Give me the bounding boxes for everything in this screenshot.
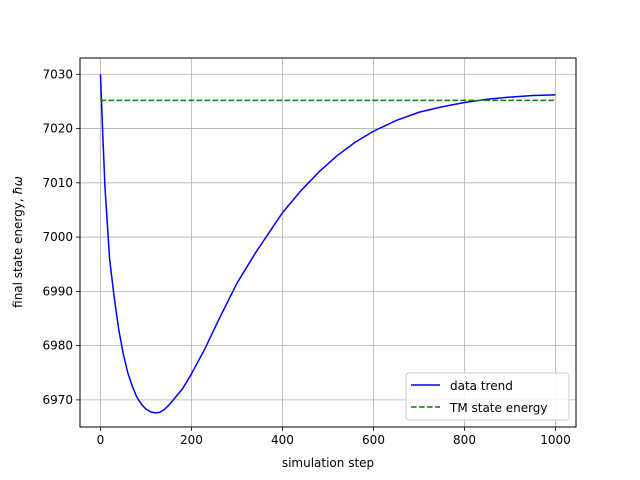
legend-box (405, 372, 570, 421)
x-tick-label: 1000 (540, 433, 571, 447)
y-axis-label: final state energy, ħω (11, 176, 25, 308)
x-tick-label: 400 (271, 433, 294, 447)
y-tick-label: 7030 (42, 67, 73, 81)
y-tick-label: 6990 (42, 284, 73, 298)
ticks: 0 200 400 600 800 1000 6970 6980 6990 7000 7010 702… (42, 67, 570, 447)
legend-label-data-trend: data trend (450, 379, 513, 393)
x-tick-label: 0 (97, 433, 105, 447)
y-axis-label-symbol: ħω (11, 176, 25, 194)
y-tick-label: 7000 (42, 230, 73, 244)
x-tick-label: 600 (362, 433, 385, 447)
y-tick-label: 7020 (42, 122, 73, 136)
x-axis-label: simulation step (282, 456, 374, 470)
y-tick-label: 6980 (42, 339, 73, 353)
y-tick-label: 6970 (42, 393, 73, 407)
series-group (99, 74, 556, 414)
series-line-data-trend (99, 74, 556, 414)
legend: data trend TM state energy (405, 372, 570, 421)
x-tick-label: 800 (453, 433, 476, 447)
y-axis-label-text: final state energy, (11, 195, 25, 308)
legend-label-tm-state-energy: TM state energy (449, 401, 548, 415)
x-tick-label: 200 (180, 433, 203, 447)
y-tick-label: 7010 (42, 176, 73, 190)
grid-lines (80, 58, 576, 427)
plot-frame (79, 57, 577, 428)
